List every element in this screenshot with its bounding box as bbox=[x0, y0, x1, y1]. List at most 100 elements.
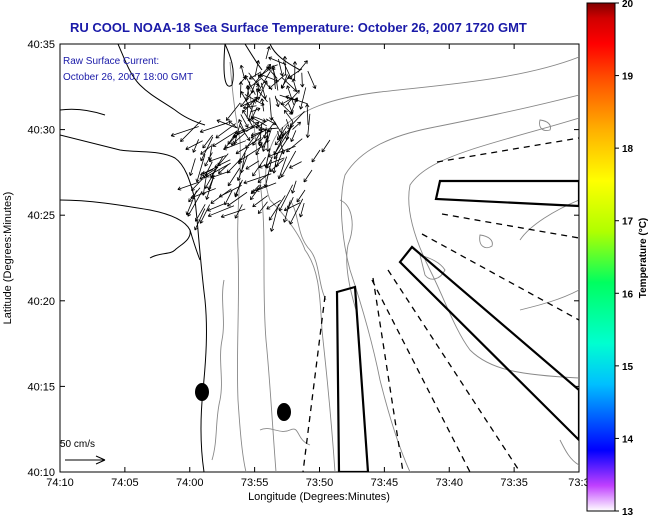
current-vector bbox=[194, 204, 206, 222]
current-vector bbox=[225, 102, 241, 121]
current-vector bbox=[265, 130, 271, 152]
current-vector bbox=[255, 63, 272, 83]
current-vector bbox=[248, 72, 259, 86]
current-vector bbox=[258, 71, 271, 92]
current-vector bbox=[240, 114, 249, 128]
current-vector bbox=[285, 121, 294, 141]
y-tick-label: 40:10 bbox=[27, 467, 55, 479]
current-vector bbox=[292, 121, 302, 130]
transect-box-east bbox=[434, 179, 579, 208]
transect-box-south bbox=[335, 285, 370, 472]
transect-box-southeast bbox=[398, 245, 579, 442]
current-vector bbox=[204, 152, 213, 167]
current-vector bbox=[257, 173, 270, 183]
current-vector bbox=[299, 87, 307, 110]
current-vector bbox=[269, 204, 279, 232]
current-vector bbox=[268, 73, 287, 90]
current-vector bbox=[250, 116, 267, 127]
annotation-line-2: October 26, 2007 18:00 GMT bbox=[63, 72, 193, 83]
current-vector bbox=[210, 188, 232, 204]
current-vector bbox=[258, 122, 275, 144]
y-tick-label: 40:30 bbox=[27, 125, 55, 137]
colorbar-tick-label: 15 bbox=[622, 362, 634, 373]
y-axis: 40:35 40:30 40:25 40:20 40:15 40:10 bbox=[27, 39, 579, 479]
current-vector bbox=[254, 116, 267, 123]
colorbar-label: Temperature (°C) bbox=[638, 218, 649, 299]
current-vector bbox=[223, 140, 247, 151]
current-vector bbox=[245, 102, 250, 119]
current-vector bbox=[207, 205, 235, 218]
current-vector bbox=[207, 202, 226, 212]
y-tick-label: 40:25 bbox=[27, 210, 55, 222]
current-vector bbox=[263, 127, 268, 139]
y-tick-label: 40:15 bbox=[27, 381, 55, 393]
x-tick-label: 73:40 bbox=[435, 477, 463, 489]
x-tick-label: 73:55 bbox=[241, 477, 269, 489]
current-vector bbox=[255, 142, 263, 156]
current-vector bbox=[257, 201, 268, 215]
current-vector bbox=[235, 137, 262, 155]
annotation-line-1: Raw Surface Current: bbox=[63, 56, 159, 67]
current-vector bbox=[252, 129, 263, 146]
current-vector bbox=[259, 73, 275, 80]
x-tick-label: 74:10 bbox=[46, 477, 74, 489]
current-vector bbox=[185, 140, 203, 151]
current-vector bbox=[281, 77, 297, 92]
current-vector bbox=[289, 198, 304, 225]
x-tick-label: 74:00 bbox=[176, 477, 204, 489]
current-vector bbox=[245, 160, 260, 170]
current-vector bbox=[271, 67, 278, 84]
current-vector bbox=[194, 208, 206, 231]
current-vector bbox=[204, 166, 218, 189]
current-vector bbox=[289, 161, 302, 169]
current-vector bbox=[239, 152, 246, 173]
current-vector bbox=[190, 188, 216, 200]
current-vector bbox=[296, 189, 306, 203]
current-vector bbox=[215, 123, 236, 139]
current-vector bbox=[216, 119, 237, 129]
map-content: 50 cm/s Raw Surface Current: October 26,… bbox=[60, 44, 579, 472]
current-vector bbox=[217, 164, 229, 174]
current-vector bbox=[220, 208, 246, 219]
current-vector bbox=[280, 97, 294, 106]
current-vector bbox=[300, 72, 305, 88]
x-tick-label: 73:45 bbox=[371, 477, 399, 489]
current-vector bbox=[268, 56, 287, 66]
current-vector bbox=[252, 195, 268, 208]
current-vector bbox=[202, 134, 213, 149]
colorbar-ticks: 20 19 18 17 16 15 14 13 bbox=[615, 0, 634, 518]
current-vector bbox=[260, 82, 267, 100]
current-vector bbox=[246, 78, 262, 90]
current-vector bbox=[188, 158, 196, 176]
coastline bbox=[60, 44, 301, 472]
current-vector bbox=[298, 202, 305, 218]
bathymetry-contours bbox=[211, 56, 579, 472]
current-vector bbox=[170, 126, 199, 137]
current-vector bbox=[224, 190, 233, 206]
station-marker bbox=[277, 403, 291, 421]
current-vector bbox=[242, 96, 261, 106]
current-vector bbox=[303, 169, 313, 183]
current-vector bbox=[259, 80, 268, 97]
current-vector bbox=[280, 75, 290, 89]
current-vector bbox=[266, 199, 281, 210]
current-vector bbox=[311, 149, 321, 163]
current-vector bbox=[200, 145, 212, 155]
current-vector bbox=[261, 134, 269, 152]
current-vector bbox=[278, 58, 284, 77]
current-vector bbox=[226, 191, 248, 207]
colorbar-tick-label: 17 bbox=[622, 217, 634, 228]
current-vector bbox=[250, 184, 260, 195]
current-vector bbox=[234, 182, 241, 198]
current-vector bbox=[272, 152, 278, 174]
current-vector bbox=[274, 95, 280, 108]
current-vector bbox=[283, 109, 294, 122]
current-vector bbox=[249, 185, 262, 201]
station-marker bbox=[195, 383, 209, 401]
current-vector bbox=[286, 85, 295, 105]
colorbar-tick-label: 20 bbox=[622, 0, 634, 10]
current-vector bbox=[192, 139, 200, 153]
current-vector bbox=[195, 154, 206, 183]
colorbar-tick-label: 16 bbox=[622, 289, 634, 300]
